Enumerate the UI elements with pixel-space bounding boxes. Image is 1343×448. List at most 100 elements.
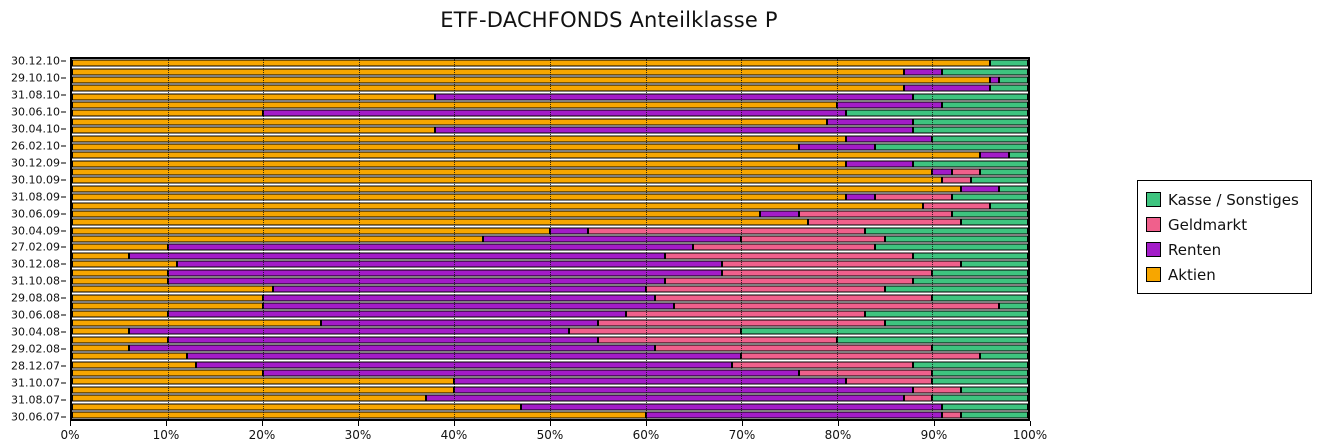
y-tick-mark bbox=[61, 60, 66, 62]
y-tick-mark bbox=[61, 162, 66, 164]
legend-item: Aktien bbox=[1146, 262, 1299, 287]
bar-segment-geldmarkt bbox=[693, 243, 876, 251]
bar-row bbox=[72, 402, 1028, 411]
bar-segment-renten bbox=[454, 386, 914, 394]
bar-segment-kasse bbox=[932, 344, 1028, 352]
stacked-bar bbox=[72, 210, 1028, 218]
x-tick-label: 70% bbox=[728, 428, 756, 442]
stacked-bar bbox=[72, 235, 1028, 243]
bar-segment-aktien bbox=[72, 310, 168, 318]
bar-segment-renten bbox=[846, 193, 876, 201]
y-tick-mark bbox=[61, 263, 66, 265]
bar-segment-renten bbox=[167, 243, 694, 251]
bar-segment-kasse bbox=[961, 386, 1028, 394]
y-tick-label: 30.12.09 bbox=[11, 156, 60, 170]
stacked-bar bbox=[72, 377, 1028, 385]
bar-row bbox=[72, 344, 1028, 352]
stacked-bar bbox=[72, 302, 1028, 310]
bar-segment-aktien bbox=[72, 176, 942, 184]
bar-segment-kasse bbox=[970, 176, 1028, 184]
bar-segment-aktien bbox=[72, 361, 197, 369]
bar-segment-aktien bbox=[72, 285, 273, 293]
x-tick-mark bbox=[550, 421, 551, 426]
bar-segment-geldmarkt bbox=[597, 319, 885, 327]
stacked-bar bbox=[72, 336, 1028, 344]
y-tick-label: 29.08.08 bbox=[11, 291, 60, 305]
bar-segment-aktien bbox=[72, 218, 809, 226]
x-tick-label: 20% bbox=[248, 428, 276, 442]
bar-segment-geldmarkt bbox=[664, 277, 914, 285]
stacked-bar bbox=[72, 227, 1028, 235]
y-tick-label: 30.12.10 bbox=[11, 54, 60, 68]
bar-row bbox=[72, 118, 1028, 126]
bar-segment-geldmarkt bbox=[941, 411, 962, 419]
y-tick-mark bbox=[61, 196, 66, 198]
bar-segment-renten bbox=[961, 185, 1000, 193]
bar-row bbox=[72, 76, 1028, 84]
y-tick-label: 30.04.08 bbox=[11, 325, 60, 339]
legend-item: Renten bbox=[1146, 237, 1299, 262]
y-tick-label: 30.12.08 bbox=[11, 257, 60, 271]
bar-segment-kasse bbox=[846, 109, 1028, 117]
y-tick-mark bbox=[61, 280, 66, 282]
bar-segment-kasse bbox=[875, 243, 1028, 251]
y-tick-mark bbox=[61, 365, 66, 367]
bar-segment-renten bbox=[521, 403, 942, 411]
x-tick-label: 90% bbox=[920, 428, 948, 442]
stacked-bar bbox=[72, 193, 1028, 201]
stacked-bar bbox=[72, 344, 1028, 352]
stacked-bar bbox=[72, 269, 1028, 277]
bar-segment-geldmarkt bbox=[664, 252, 914, 260]
stacked-bar bbox=[72, 252, 1028, 260]
bar-segment-kasse bbox=[989, 84, 1028, 92]
x-tick-mark bbox=[646, 421, 647, 426]
stacked-bar bbox=[72, 76, 1028, 84]
bar-segment-kasse bbox=[989, 202, 1028, 210]
bar-row bbox=[72, 93, 1028, 101]
bar-segment-aktien bbox=[72, 403, 522, 411]
bar-segment-aktien bbox=[72, 352, 187, 360]
bar-segment-aktien bbox=[72, 227, 550, 235]
y-tick-label: 31.10.07 bbox=[11, 376, 60, 390]
bar-row bbox=[72, 260, 1028, 268]
legend-item: Geldmarkt bbox=[1146, 212, 1299, 237]
y-tick-mark bbox=[61, 416, 66, 418]
bar-segment-kasse bbox=[999, 185, 1028, 193]
bar-segment-geldmarkt bbox=[741, 235, 885, 243]
bar-segment-aktien bbox=[72, 143, 799, 151]
bar-segment-renten bbox=[846, 135, 933, 143]
bar-segment-renten bbox=[425, 394, 904, 402]
y-tick-label: 27.02.09 bbox=[11, 240, 60, 254]
bar-segment-renten bbox=[483, 235, 742, 243]
bar-segment-aktien bbox=[72, 302, 264, 310]
stacked-bar bbox=[72, 277, 1028, 285]
plot-area bbox=[70, 57, 1030, 421]
bar-row bbox=[72, 252, 1028, 260]
bar-row bbox=[72, 386, 1028, 394]
bar-segment-geldmarkt bbox=[597, 336, 837, 344]
y-tick-mark bbox=[61, 145, 66, 147]
bar-segment-geldmarkt bbox=[731, 361, 914, 369]
bar-row bbox=[72, 361, 1028, 369]
x-tick-label: 60% bbox=[632, 428, 660, 442]
bar-row bbox=[72, 319, 1028, 327]
y-tick-mark bbox=[61, 230, 66, 232]
stacked-bar bbox=[72, 319, 1028, 327]
y-tick-label: 29.10.10 bbox=[11, 71, 60, 85]
bar-segment-aktien bbox=[72, 84, 904, 92]
y-tick-label: 30.06.07 bbox=[11, 410, 60, 424]
y-tick-mark bbox=[61, 94, 66, 96]
bar-segment-aktien bbox=[72, 160, 847, 168]
bar-row bbox=[72, 369, 1028, 377]
y-tick-mark bbox=[61, 111, 66, 113]
y-tick-mark bbox=[61, 331, 66, 333]
bar-row bbox=[72, 126, 1028, 134]
bar-segment-renten bbox=[760, 210, 799, 218]
stacked-bar bbox=[72, 352, 1028, 360]
stacked-bar bbox=[72, 386, 1028, 394]
bar-row bbox=[72, 285, 1028, 293]
stacked-bar bbox=[72, 101, 1028, 109]
stacked-bar bbox=[72, 126, 1028, 134]
bar-row bbox=[72, 235, 1028, 243]
stacked-bar bbox=[72, 135, 1028, 143]
